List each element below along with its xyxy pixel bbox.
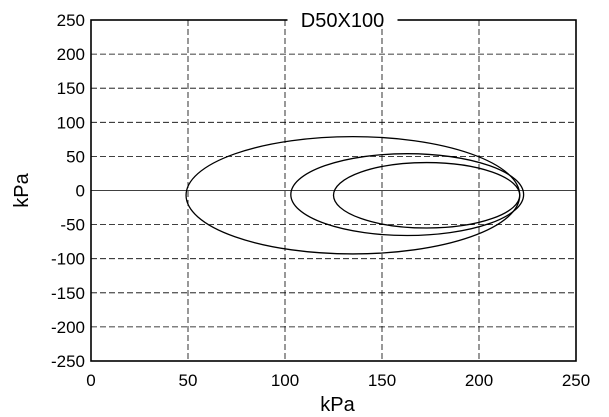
x-tick-labels: 0 50 100 150 200 250 [86, 371, 590, 390]
circle-3 [332, 161, 521, 229]
y-axis-label: kPa [11, 172, 33, 207]
x-axis-label: kPa [320, 394, 355, 416]
x-tick-label: 100 [271, 371, 299, 390]
y-tick-label: -50 [60, 216, 85, 235]
y-tick-label: -100 [51, 250, 85, 269]
title-background [287, 18, 398, 24]
circle-series [185, 135, 525, 255]
y-tick-label: 0 [76, 182, 85, 201]
y-tick-label: 200 [57, 45, 85, 64]
grid [91, 20, 576, 361]
y-tick-label: -250 [51, 352, 85, 371]
y-tick-label: 250 [57, 11, 85, 30]
y-tick-label: 100 [57, 113, 85, 132]
x-tick-label: 0 [86, 371, 95, 390]
x-tick-label: 50 [179, 371, 198, 390]
y-tick-label: 50 [66, 147, 85, 166]
y-tick-labels: 250 200 150 100 50 0 -50 -100 -150 -200 -250 [51, 11, 85, 371]
x-tick-label: 150 [368, 371, 396, 390]
x-tick-label: 200 [465, 371, 493, 390]
y-tick-label: -200 [51, 318, 85, 337]
circle-2 [290, 153, 525, 237]
chart-title: D50X100 [301, 10, 384, 32]
circle-1 [185, 135, 521, 255]
y-tick-label: -150 [51, 284, 85, 303]
x-tick-label: 250 [562, 371, 590, 390]
y-tick-label: 150 [57, 79, 85, 98]
